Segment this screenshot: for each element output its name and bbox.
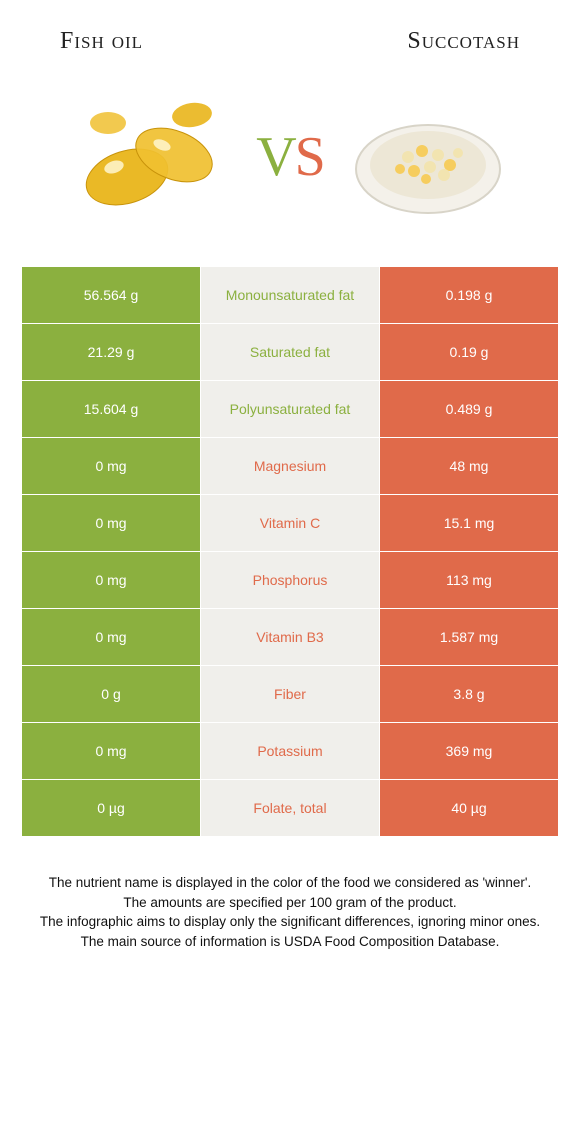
value-right: 48 mg	[380, 438, 558, 495]
nutrient-row: 0 µgFolate, total40 µg	[22, 780, 558, 837]
value-left: 0 g	[22, 666, 201, 723]
value-right: 0.198 g	[380, 267, 558, 324]
nutrient-label: Saturated fat	[201, 324, 380, 381]
nutrient-row: 56.564 gMonounsaturated fat0.198 g	[22, 267, 558, 324]
value-left: 0 mg	[22, 495, 201, 552]
nutrient-label: Polyunsaturated fat	[201, 381, 380, 438]
nutrient-row: 21.29 gSaturated fat0.19 g	[22, 324, 558, 381]
nutrient-row: 0 mgVitamin C15.1 mg	[22, 495, 558, 552]
value-left: 0 mg	[22, 438, 201, 495]
titles-row: Fish oil Succotash	[0, 0, 580, 67]
nutrient-label: Magnesium	[201, 438, 380, 495]
value-right: 40 µg	[380, 780, 558, 837]
footer-notes: The nutrient name is displayed in the co…	[0, 837, 580, 951]
value-right: 369 mg	[380, 723, 558, 780]
value-right: 15.1 mg	[380, 495, 558, 552]
footer-line: The amounts are specified per 100 gram o…	[24, 893, 556, 913]
value-right: 0.489 g	[380, 381, 558, 438]
value-right: 113 mg	[380, 552, 558, 609]
value-left: 0 mg	[22, 723, 201, 780]
title-right: Succotash	[407, 28, 520, 55]
value-left: 15.604 g	[22, 381, 201, 438]
value-left: 21.29 g	[22, 324, 201, 381]
vs-v: V	[256, 126, 294, 188]
value-left: 0 µg	[22, 780, 201, 837]
nutrient-label: Vitamin B3	[201, 609, 380, 666]
nutrient-row: 0 mgVitamin B31.587 mg	[22, 609, 558, 666]
nutrient-label: Monounsaturated fat	[201, 267, 380, 324]
footer-line: The main source of information is USDA F…	[24, 932, 556, 952]
nutrient-label: Phosphorus	[201, 552, 380, 609]
vs-label: VS	[256, 125, 324, 189]
nutrient-row: 0 mgPhosphorus113 mg	[22, 552, 558, 609]
value-left: 0 mg	[22, 609, 201, 666]
vs-s: S	[295, 126, 324, 188]
nutrient-label: Folate, total	[201, 780, 380, 837]
nutrient-label: Potassium	[201, 723, 380, 780]
images-row: VS	[0, 67, 580, 267]
title-left: Fish oil	[60, 28, 143, 55]
nutrient-label: Fiber	[201, 666, 380, 723]
nutrient-row: 15.604 gPolyunsaturated fat0.489 g	[22, 381, 558, 438]
value-left: 56.564 g	[22, 267, 201, 324]
nutrient-row: 0 mgPotassium369 mg	[22, 723, 558, 780]
value-left: 0 mg	[22, 552, 201, 609]
nutrient-table: 56.564 gMonounsaturated fat0.198 g21.29 …	[0, 267, 580, 837]
value-right: 3.8 g	[380, 666, 558, 723]
fish-oil-image	[72, 77, 232, 237]
footer-line: The nutrient name is displayed in the co…	[24, 873, 556, 893]
nutrient-row: 0 mgMagnesium48 mg	[22, 438, 558, 495]
nutrient-row: 0 gFiber3.8 g	[22, 666, 558, 723]
nutrient-label: Vitamin C	[201, 495, 380, 552]
infographic-container: Fish oil Succotash VS	[0, 0, 580, 951]
footer-line: The infographic aims to display only the…	[24, 912, 556, 932]
value-right: 0.19 g	[380, 324, 558, 381]
value-right: 1.587 mg	[380, 609, 558, 666]
succotash-image	[348, 77, 508, 237]
